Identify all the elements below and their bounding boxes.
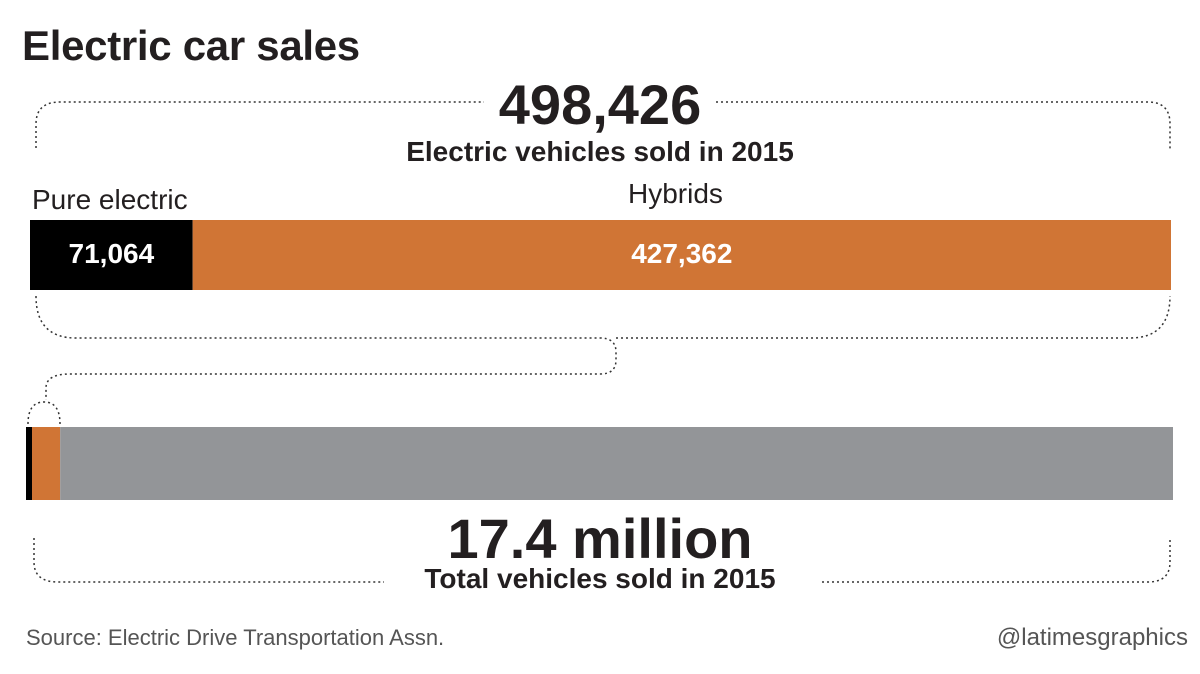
electric-brace: [35, 295, 1171, 400]
electric-bar: [30, 220, 1171, 290]
top-brace: [35, 101, 1171, 150]
total-vehicles-label: Total vehicles sold in 2015: [424, 563, 776, 594]
total-brace: [33, 538, 1171, 583]
legend-hybrids: Hybrids: [628, 178, 723, 209]
chart-title: Electric car sales: [22, 22, 360, 69]
bar-segment-pure-electric: [30, 220, 193, 290]
total-vehicles-value: 17.4 million: [447, 507, 753, 570]
connector-loop: [27, 401, 61, 425]
total-bar: [26, 427, 1173, 500]
bar-segment-hybrids-total: [32, 427, 61, 500]
legend-pure-electric: Pure electric: [32, 184, 188, 215]
value-label-pure-electric: 71,064: [68, 238, 155, 269]
bar-segment-hybrids: [192, 220, 1171, 290]
electric-total-label: Electric vehicles sold in 2015: [406, 136, 794, 167]
value-label-hybrids: 427,362: [631, 238, 733, 269]
bar-segment-other-vehicles: [60, 427, 1173, 500]
electric-total-value: 498,426: [498, 73, 702, 136]
bar-segment-pure-electric-total: [26, 427, 32, 500]
credit-handle: @latimesgraphics: [996, 624, 1188, 651]
source-note: Source: Electric Drive Transportation As…: [26, 625, 445, 650]
